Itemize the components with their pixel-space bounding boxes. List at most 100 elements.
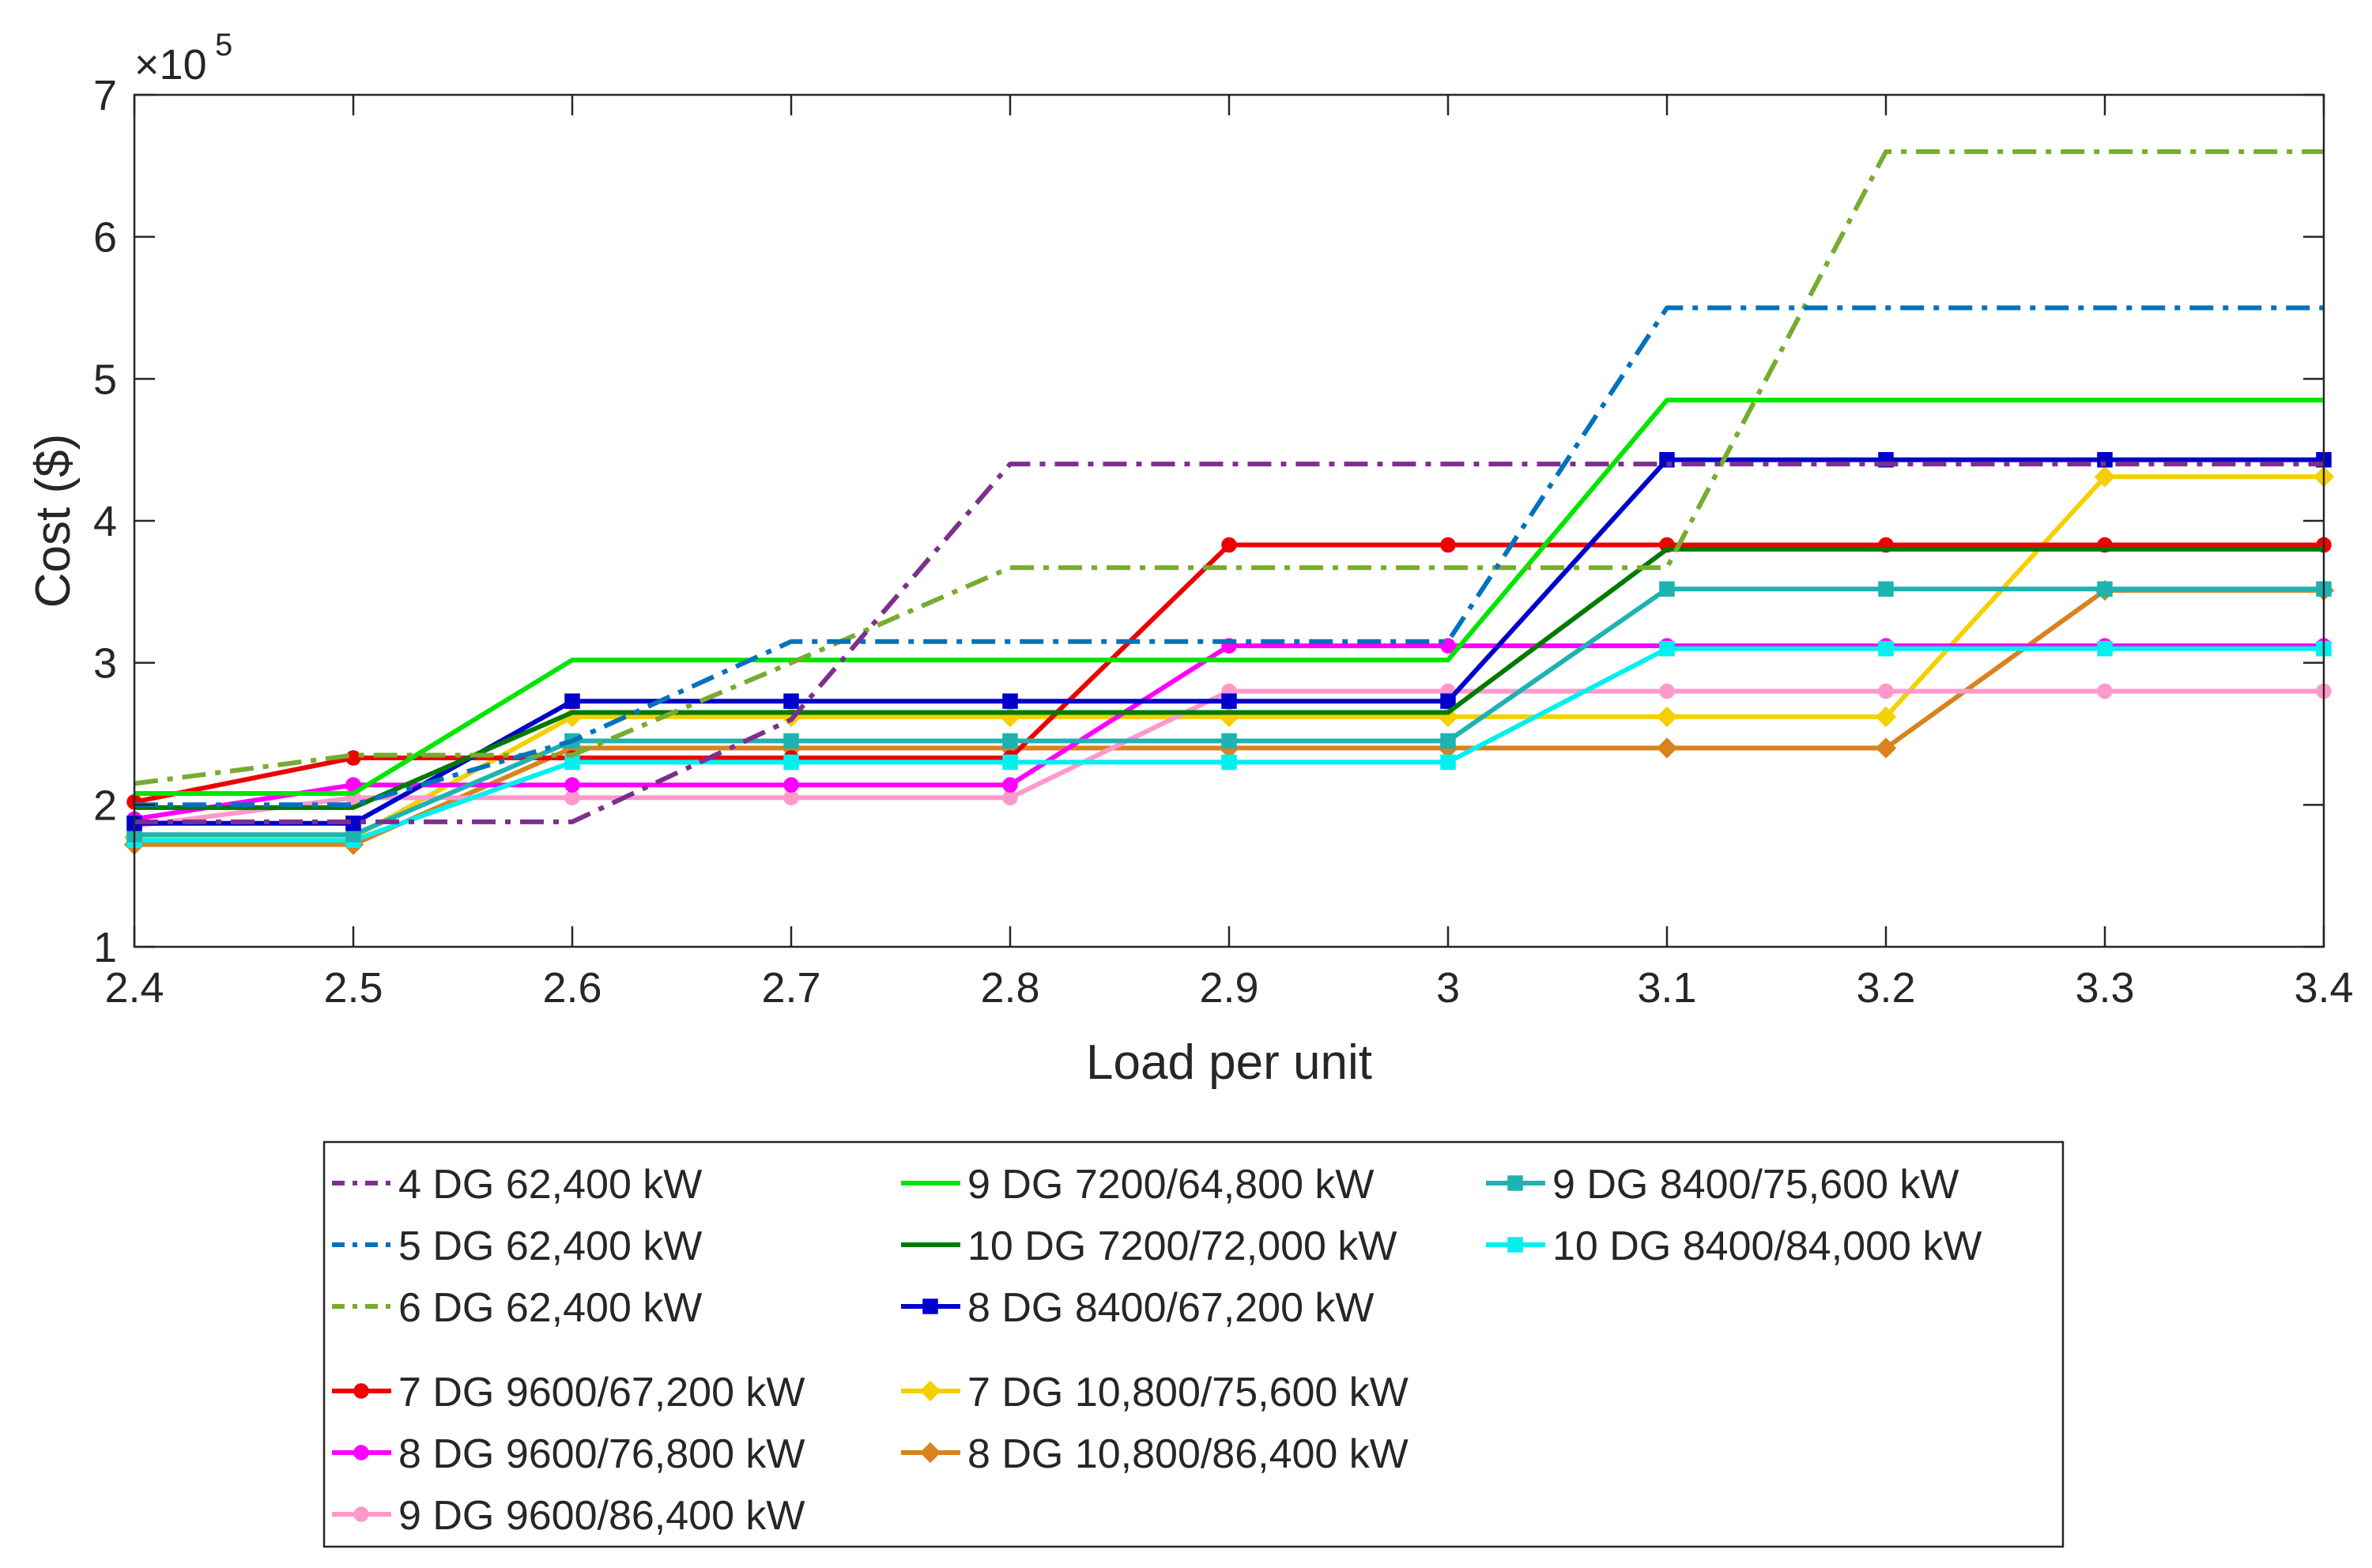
legend-marker (919, 1380, 941, 1402)
x-tick-label: 3.4 (2294, 964, 2353, 1012)
data-point (1440, 733, 1456, 749)
x-axis-ticks: 2.4 2.5 2.6 2.7 2.8 2.9 3 3.1 3.2 3.3 3.4 (104, 95, 2354, 1012)
legend-label: 7 DG 9600/67,200 kW (398, 1370, 805, 1415)
data-point (1878, 683, 1894, 699)
legend-label: 9 DG 8400/75,600 kW (1552, 1162, 1959, 1208)
data-point (2094, 466, 2116, 488)
legend-label: 4 DG 62,400 kW (398, 1162, 702, 1208)
data-point (2097, 683, 2113, 699)
data-point (783, 693, 799, 709)
y-tick-label: 1 (93, 924, 117, 971)
y-tick-label: 7 (93, 72, 117, 119)
data-point (1221, 537, 1237, 553)
legend-marker (353, 1445, 369, 1461)
series-line (134, 305, 2324, 808)
series-10-dg-7200-72-000-kw (134, 546, 2324, 810)
data-point (783, 777, 799, 793)
x-tick-label: 2.7 (761, 964, 820, 1012)
legend-item-7-dg-9600-67-200-kw: 7 DG 9600/67,200 kW (332, 1370, 805, 1415)
series-9-dg-7200-64-800-kw (134, 398, 2324, 796)
legend-item-6-dg-62-400-kw: 6 DG 62,400 kW (332, 1285, 702, 1331)
legend-marker (353, 1383, 369, 1399)
series-9-dg-9600-86-400-kw (126, 683, 2332, 835)
y-tick-label: 6 (93, 214, 117, 262)
x-tick-label: 2.6 (542, 964, 601, 1012)
y-multiplier-base: ×10 (134, 41, 207, 89)
legend-box (322, 1140, 2065, 1548)
data-point (1656, 737, 1678, 759)
legend-item-10-dg-8400-84-000-kw: 10 DG 8400/84,000 kW (1486, 1223, 1982, 1269)
series-line (134, 546, 2324, 810)
series-layer (123, 149, 2335, 855)
legend-item-10-dg-7200-72-000-kw: 10 DG 7200/72,000 kW (901, 1223, 1397, 1269)
y-axis-ticks: 1 2 3 4 5 6 7 (93, 72, 2324, 971)
legend-marker (353, 1506, 369, 1522)
data-point (564, 693, 580, 709)
x-tick-label: 3 (1436, 964, 1460, 1012)
data-point (1002, 790, 1018, 806)
x-tick-label: 2.8 (980, 964, 1039, 1012)
data-point (1002, 693, 1018, 709)
data-point (1656, 706, 1678, 728)
legend-item-5-dg-62-400-kw: 5 DG 62,400 kW (332, 1223, 702, 1269)
data-point (1002, 777, 1018, 793)
data-point (1440, 638, 1456, 654)
y-tick-label: 4 (93, 498, 117, 545)
data-point (2097, 640, 2113, 657)
y-tick-label: 2 (93, 782, 117, 829)
y-axis-label: Cost ($) (26, 434, 81, 608)
y-multiplier-exponent: 5 (215, 28, 232, 62)
y-tick-label: 5 (93, 356, 117, 403)
data-point (1878, 581, 1894, 597)
legend-label: 5 DG 62,400 kW (398, 1223, 702, 1269)
legend-item-9-dg-7200-64-800-kw: 9 DG 7200/64,800 kW (901, 1162, 1375, 1208)
legend-label: 10 DG 7200/72,000 kW (967, 1223, 1397, 1269)
data-point (1659, 683, 1675, 699)
legend-item-8-dg-10-800-86-400-kw: 8 DG 10,800/86,400 kW (901, 1431, 1408, 1477)
legend-label: 10 DG 8400/84,000 kW (1552, 1223, 1982, 1269)
legend-label: 8 DG 8400/67,200 kW (967, 1285, 1375, 1331)
legend-item-7-dg-10-800-75-600-kw: 7 DG 10,800/75,600 kW (901, 1370, 1408, 1415)
series-line (134, 398, 2324, 796)
legend-marker (922, 1298, 938, 1314)
data-point (1221, 693, 1237, 709)
series-4-dg-62-400-kw (134, 462, 2324, 824)
legend-item-9-dg-8400-75-600-kw: 9 DG 8400/75,600 kW (1486, 1162, 1959, 1208)
series-line (134, 462, 2324, 824)
legend: 4 DG 62,400 kW 5 DG 62,400 kW 6 DG 62,400 … (322, 1140, 2065, 1548)
legend-label: 9 DG 9600/86,400 kW (398, 1493, 805, 1539)
x-tick-label: 3.1 (1637, 964, 1696, 1012)
legend-item-8-dg-9600-76-800-kw: 8 DG 9600/76,800 kW (332, 1431, 805, 1477)
x-tick-label: 3.2 (1856, 964, 1915, 1012)
series-9-dg-8400-75-600-kw (126, 581, 2332, 842)
data-point (1002, 733, 1018, 749)
data-point (783, 754, 799, 771)
data-point (1440, 537, 1456, 553)
legend-marker (1507, 1237, 1523, 1253)
plot-background (134, 95, 2324, 947)
legend-item-4-dg-62-400-kw: 4 DG 62,400 kW (332, 1162, 702, 1208)
legend-item-8-dg-8400-67-200-kw: 8 DG 8400/67,200 kW (901, 1285, 1375, 1331)
x-tick-label: 2.4 (104, 964, 164, 1012)
data-point (1221, 733, 1237, 749)
data-point (1875, 737, 1897, 759)
data-point (1875, 706, 1897, 728)
data-point (564, 777, 580, 793)
data-point (2097, 581, 2113, 597)
legend-item-9-dg-9600-86-400-kw: 9 DG 9600/86,400 kW (332, 1493, 805, 1539)
data-point (783, 733, 799, 749)
legend-marker (1507, 1175, 1523, 1191)
legend-label: 8 DG 10,800/86,400 kW (967, 1431, 1408, 1477)
legend-label: 9 DG 7200/64,800 kW (967, 1162, 1375, 1208)
data-point (1878, 640, 1894, 657)
data-point (1659, 581, 1675, 597)
data-point (1659, 640, 1675, 657)
x-tick-label: 2.5 (323, 964, 383, 1012)
legend-marker (919, 1442, 941, 1464)
data-point (1221, 754, 1237, 771)
data-point (1440, 754, 1456, 771)
data-point (783, 790, 799, 806)
x-tick-label: 3.3 (2075, 964, 2134, 1012)
data-point (1002, 754, 1018, 771)
